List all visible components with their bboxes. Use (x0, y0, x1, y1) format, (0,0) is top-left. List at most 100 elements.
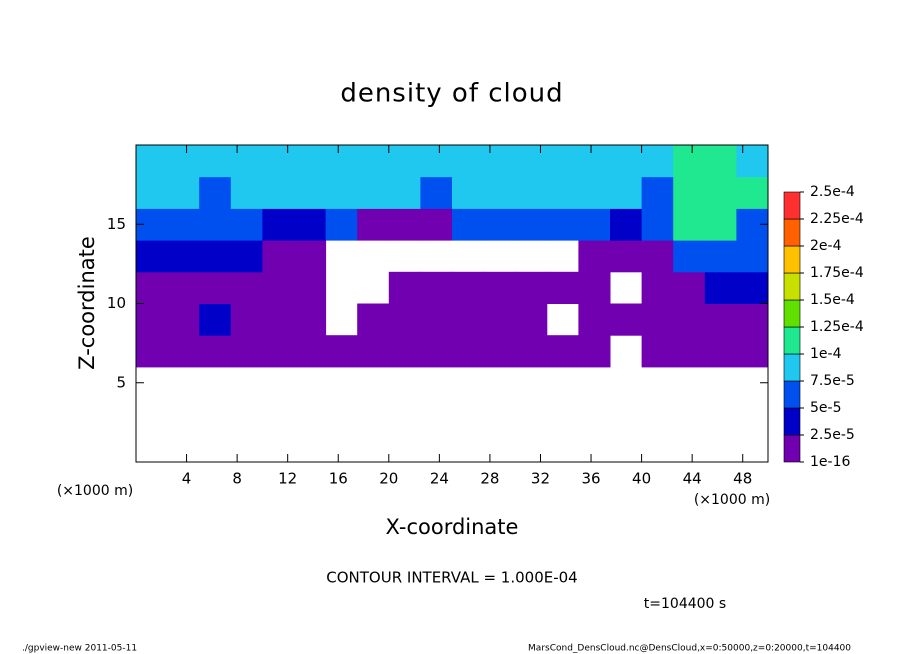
x-tick-label: 12 (278, 470, 297, 488)
cell (515, 208, 548, 241)
cell (357, 335, 390, 368)
x-tick-label: 48 (733, 470, 752, 488)
cell (230, 176, 263, 209)
x-tick-label: 8 (232, 470, 242, 488)
colorbar-label: 2.5e-4 (810, 184, 855, 200)
cell (546, 335, 579, 368)
x-tick-label: 24 (430, 470, 449, 488)
cell (704, 335, 737, 368)
cell (578, 240, 611, 273)
cell (230, 208, 263, 241)
cell (641, 335, 674, 368)
cell (420, 208, 453, 241)
cell (641, 271, 674, 304)
cell (199, 335, 232, 368)
cell (136, 335, 169, 368)
cell (736, 145, 769, 178)
cell (294, 176, 327, 209)
cell (483, 271, 516, 304)
cell (420, 145, 453, 178)
cell (420, 271, 453, 304)
cell (420, 176, 453, 209)
cell (515, 145, 548, 178)
cell (515, 176, 548, 209)
cell (325, 208, 358, 241)
cell (167, 240, 200, 273)
cell (673, 240, 706, 273)
y-tick-label: 5 (116, 373, 126, 391)
cell (262, 145, 295, 178)
x-tick-label: 44 (683, 470, 702, 488)
cell (167, 208, 200, 241)
cell (167, 303, 200, 336)
cell (199, 208, 232, 241)
cell (578, 145, 611, 178)
cell (673, 303, 706, 336)
colorbar-label: 1.25e-4 (810, 319, 864, 335)
cell (515, 335, 548, 368)
cell (136, 271, 169, 304)
cell (294, 208, 327, 241)
cell (704, 240, 737, 273)
footer-left: ./gpview-new 2011-05-11 (22, 644, 137, 654)
cell (452, 208, 485, 241)
cell (546, 176, 579, 209)
cell (641, 303, 674, 336)
cell (736, 240, 769, 273)
cell (199, 271, 232, 304)
colorbar-box (783, 299, 801, 328)
cell (420, 335, 453, 368)
cell (262, 335, 295, 368)
colorbar-label: 2.25e-4 (810, 211, 864, 227)
cell (452, 335, 485, 368)
colorbar-box (783, 191, 801, 220)
x-axis-label: X-coordinate (386, 515, 519, 539)
y-axis-label: Z-coordinate (75, 236, 99, 370)
cell (578, 176, 611, 209)
cell (546, 208, 579, 241)
axes: 4 8 12 16 20 24 28 32 36 40 44 48510151e-162.5e-55e… (107, 144, 864, 488)
cell (294, 335, 327, 368)
chart-title: density of cloud (340, 79, 563, 109)
colorbar-label: 1.5e-4 (810, 292, 855, 308)
x-tick-label: 16 (329, 470, 348, 488)
x-tick-label: 40 (632, 470, 651, 488)
cell (230, 271, 263, 304)
colorbar-box (783, 407, 801, 436)
cell (388, 145, 421, 178)
cell (483, 303, 516, 336)
cell (199, 240, 232, 273)
cell (704, 208, 737, 241)
cell (388, 176, 421, 209)
colorbar-box (783, 245, 801, 274)
colorbar-box (783, 353, 801, 382)
cell (230, 335, 263, 368)
y-tick-label: 15 (107, 215, 126, 233)
cell (325, 176, 358, 209)
cell (452, 271, 485, 304)
colorbar-label: 2e-4 (810, 238, 842, 254)
cell (325, 145, 358, 178)
x-tick-label: 28 (480, 470, 499, 488)
cell (641, 145, 674, 178)
cell (546, 145, 579, 178)
x-unit: (×1000 m) (694, 492, 770, 508)
cell (704, 303, 737, 336)
colorbar-box (783, 326, 801, 355)
cell (578, 335, 611, 368)
cell (610, 240, 643, 273)
cell (483, 335, 516, 368)
cell (167, 176, 200, 209)
cell (388, 208, 421, 241)
cell (199, 145, 232, 178)
cell (515, 271, 548, 304)
cell (294, 271, 327, 304)
cell (388, 303, 421, 336)
y-unit: (×1000 m) (57, 483, 133, 499)
cell (357, 176, 390, 209)
cell (546, 271, 579, 304)
cell (420, 303, 453, 336)
cell (136, 240, 169, 273)
y-tick-label: 10 (107, 294, 126, 312)
